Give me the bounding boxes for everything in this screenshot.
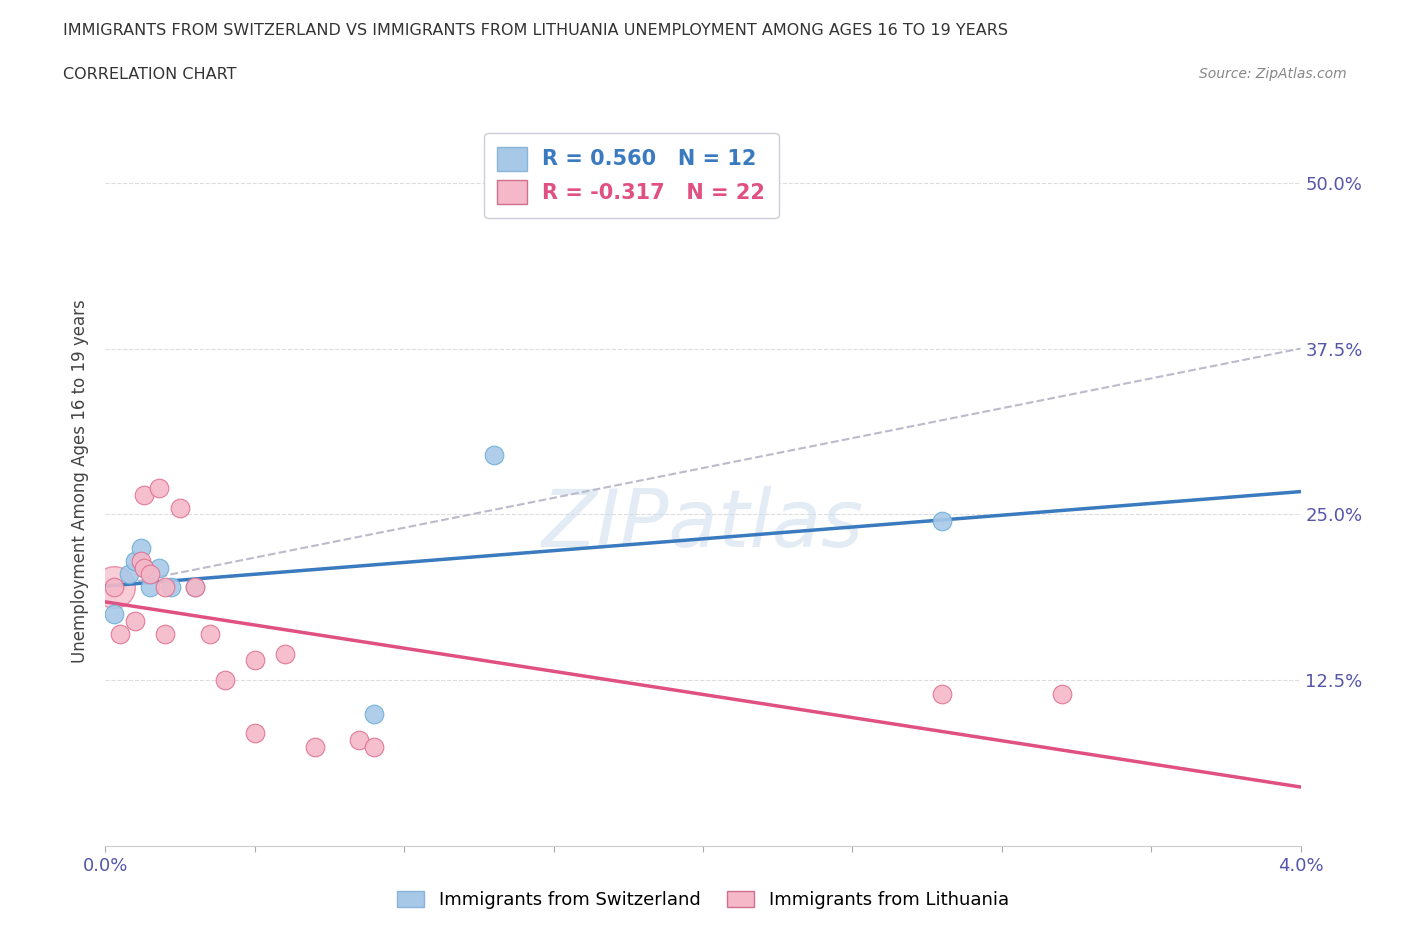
Point	[139, 580, 162, 595]
Point	[1050, 686, 1073, 701]
Point	[129, 540, 153, 555]
Point	[110, 627, 132, 642]
Point	[931, 513, 953, 528]
Point	[124, 553, 146, 568]
Text: CORRELATION CHART: CORRELATION CHART	[63, 67, 236, 82]
Y-axis label: Unemployment Among Ages 16 to 19 years: Unemployment Among Ages 16 to 19 years	[72, 299, 90, 663]
Text: ZIPatlas: ZIPatlas	[541, 486, 865, 565]
Point	[160, 580, 183, 595]
Point	[134, 560, 156, 575]
Legend: Immigrants from Switzerland, Immigrants from Lithuania: Immigrants from Switzerland, Immigrants …	[389, 884, 1017, 916]
Point	[931, 686, 953, 701]
Point	[214, 673, 236, 688]
Point	[304, 739, 326, 754]
Point	[118, 566, 141, 581]
Text: IMMIGRANTS FROM SWITZERLAND VS IMMIGRANTS FROM LITHUANIA UNEMPLOYMENT AMONG AGES: IMMIGRANTS FROM SWITZERLAND VS IMMIGRANT…	[63, 23, 1008, 38]
Legend: R = 0.560   N = 12, R = -0.317   N = 22: R = 0.560 N = 12, R = -0.317 N = 22	[484, 133, 779, 218]
Point	[129, 553, 153, 568]
Point	[363, 739, 385, 754]
Point	[153, 627, 177, 642]
Point	[482, 447, 505, 462]
Point	[184, 580, 207, 595]
Point	[243, 726, 266, 741]
Point	[103, 580, 125, 595]
Point	[273, 646, 295, 661]
Point	[363, 706, 385, 721]
Point	[103, 580, 125, 595]
Point	[184, 580, 207, 595]
Text: Source: ZipAtlas.com: Source: ZipAtlas.com	[1199, 67, 1347, 81]
Point	[134, 560, 156, 575]
Point	[153, 580, 177, 595]
Point	[134, 487, 156, 502]
Point	[349, 733, 371, 748]
Point	[139, 566, 162, 581]
Point	[243, 653, 266, 668]
Point	[198, 627, 221, 642]
Point	[148, 481, 170, 496]
Point	[169, 500, 191, 515]
Point	[148, 560, 170, 575]
Point	[124, 613, 146, 628]
Point	[103, 606, 125, 621]
